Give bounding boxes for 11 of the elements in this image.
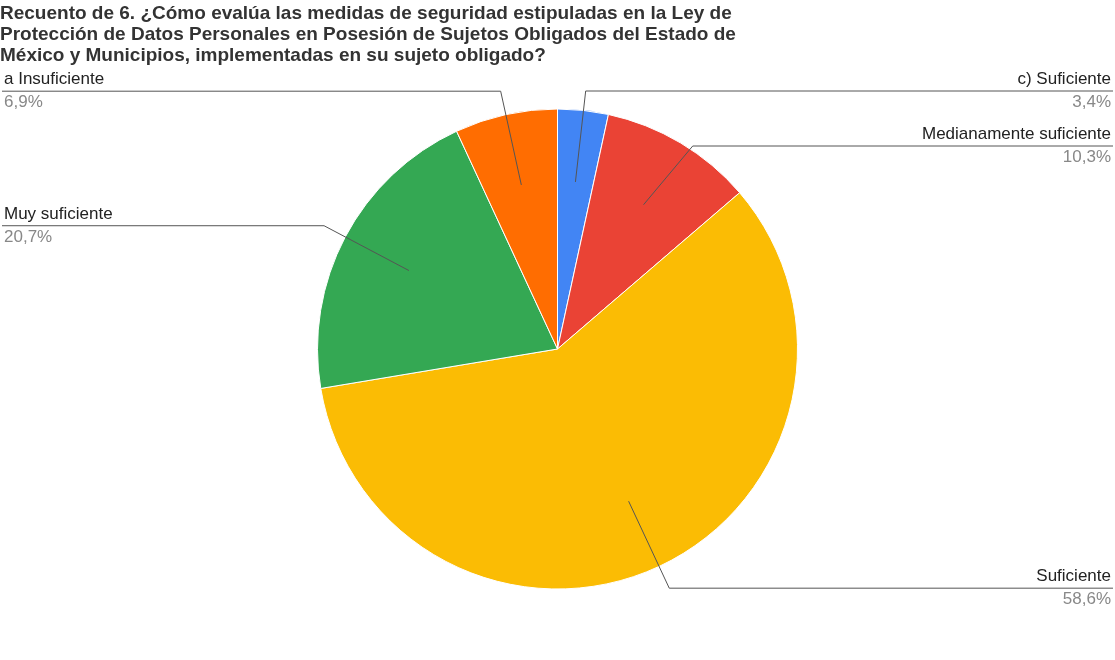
data-label: 10,3%	[1062, 147, 1111, 166]
slice-label: a Insuficiente	[4, 69, 105, 89]
slice-label: c) Suficiente	[1017, 69, 1111, 88]
slice-label: Muy suficiente	[4, 203, 113, 223]
slice-label: Medianamente suficiente	[921, 124, 1111, 143]
data-label: 20,7%	[4, 226, 53, 246]
data-label: 58,6%	[1062, 589, 1111, 609]
data-label: 3,4%	[1072, 92, 1111, 111]
chart-title: Recuento de 6. ¿Cómo evalúa las medidas de seguridad estipuladas en la Ley de Protección de Datos Personales en Posesión de Sujetos Obligados del Estado de México y Municipios, implementadas en su sujeto obligado?	[0, 2, 736, 65]
data-label: 6,9%	[4, 92, 43, 112]
slice-label: Suficiente	[1036, 566, 1111, 586]
